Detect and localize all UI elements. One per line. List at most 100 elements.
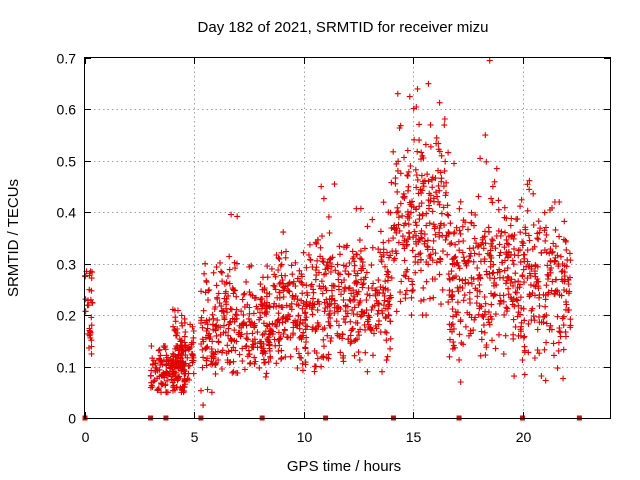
data-point xyxy=(266,339,273,346)
data-point xyxy=(161,344,168,351)
data-point xyxy=(495,227,502,234)
data-point xyxy=(317,244,324,251)
data-point xyxy=(442,236,449,243)
y-tick-label: 0.5 xyxy=(57,154,77,170)
data-point xyxy=(527,281,534,288)
data-point xyxy=(215,290,222,297)
data-point xyxy=(358,256,365,263)
data-point xyxy=(366,314,373,321)
data-point xyxy=(504,265,511,272)
data-point xyxy=(182,360,189,367)
data-point xyxy=(222,288,229,295)
data-point xyxy=(335,276,342,283)
data-point xyxy=(477,352,484,359)
data-point xyxy=(354,336,361,343)
data-point xyxy=(210,269,217,276)
data-point xyxy=(496,331,502,338)
data-point xyxy=(517,246,523,253)
data-point xyxy=(508,276,515,283)
data-point xyxy=(549,248,556,255)
data-point xyxy=(526,293,533,300)
data-point xyxy=(495,197,502,204)
data-point xyxy=(269,320,276,327)
data-point xyxy=(368,307,375,313)
data-point xyxy=(534,347,541,353)
data-point xyxy=(416,216,423,223)
data-point xyxy=(449,321,456,327)
data-point xyxy=(502,229,508,236)
data-point xyxy=(148,367,155,374)
data-point xyxy=(266,304,273,311)
data-point xyxy=(364,223,371,230)
data-point xyxy=(482,352,489,359)
data-point xyxy=(292,259,299,266)
data-point xyxy=(478,328,485,335)
data-point xyxy=(278,347,285,354)
data-point xyxy=(562,329,569,336)
data-point xyxy=(205,297,211,303)
data-point xyxy=(278,272,285,279)
data-point xyxy=(164,389,171,396)
data-point xyxy=(377,228,384,235)
data-point xyxy=(357,313,364,320)
data-point xyxy=(475,193,482,200)
data-point xyxy=(476,251,483,258)
data-point xyxy=(277,279,284,286)
data-point xyxy=(525,320,532,327)
data-point xyxy=(169,369,176,376)
data-point xyxy=(325,351,332,358)
data-point xyxy=(414,85,421,92)
data-point xyxy=(521,279,528,286)
data-point xyxy=(556,199,563,205)
data-point xyxy=(557,333,564,340)
data-point xyxy=(247,321,254,328)
data-point xyxy=(302,361,309,368)
data-point xyxy=(447,220,454,227)
data-point xyxy=(204,386,211,393)
data-point xyxy=(206,335,213,342)
data-point xyxy=(394,167,401,174)
data-point xyxy=(206,286,213,293)
data-point xyxy=(380,284,386,291)
data-point xyxy=(524,247,531,254)
data-point xyxy=(364,291,371,298)
data-point xyxy=(211,306,218,312)
data-point xyxy=(300,300,307,307)
data-point xyxy=(256,364,263,371)
data-point xyxy=(380,302,387,309)
data-point xyxy=(504,240,511,247)
data-point xyxy=(309,302,315,309)
data-point xyxy=(413,222,420,229)
data-point xyxy=(216,300,223,306)
data-point xyxy=(331,310,338,316)
data-point xyxy=(351,268,358,274)
data-point xyxy=(373,325,380,332)
data-point xyxy=(164,377,171,384)
data-point xyxy=(275,316,282,323)
data-point xyxy=(175,307,181,314)
data-point xyxy=(277,262,284,269)
data-point xyxy=(401,257,408,264)
data-point xyxy=(531,317,538,324)
data-point xyxy=(447,241,453,248)
data-point xyxy=(563,246,570,253)
data-point xyxy=(369,303,376,310)
data-point xyxy=(438,220,444,227)
data-point xyxy=(243,278,250,285)
data-point xyxy=(404,172,411,179)
data-point xyxy=(170,323,177,330)
data-point xyxy=(242,343,249,350)
data-point xyxy=(254,329,261,336)
data-point xyxy=(390,148,397,155)
data-point xyxy=(563,288,570,295)
data-point xyxy=(264,263,271,270)
data-point xyxy=(260,341,267,347)
data-point xyxy=(347,318,354,325)
data-point xyxy=(259,296,266,302)
data-point xyxy=(420,284,427,291)
data-point xyxy=(457,379,464,385)
data-point xyxy=(508,215,515,222)
data-point xyxy=(438,301,444,308)
data-point xyxy=(521,317,528,324)
data-point xyxy=(282,353,289,360)
